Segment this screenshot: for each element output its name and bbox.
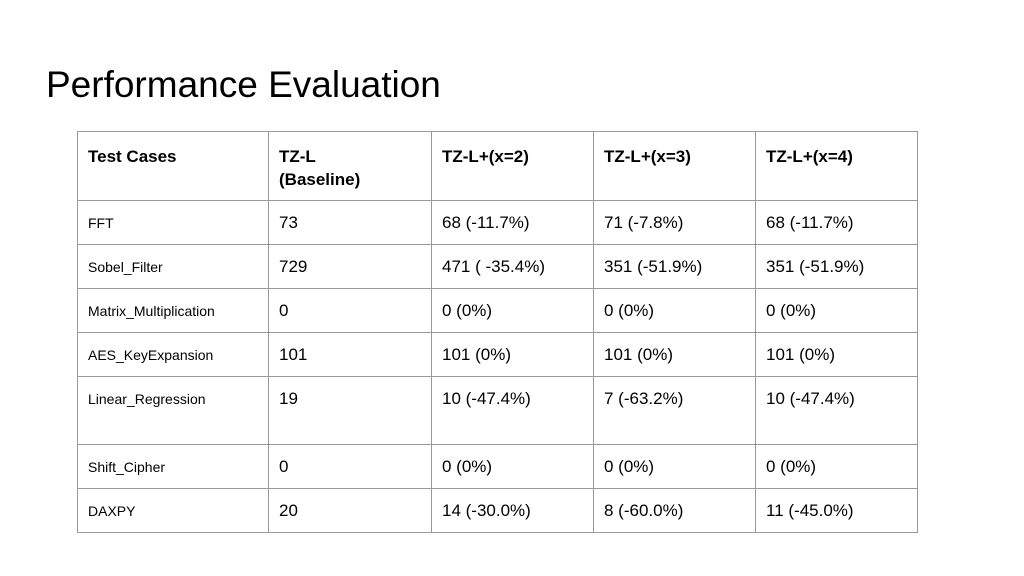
- cell-test-case: FFT: [77, 200, 269, 245]
- cell-x4: 0 (0%): [755, 444, 918, 489]
- cell-x2: 10 (-47.4%): [431, 376, 594, 445]
- header-test-cases: Test Cases: [77, 131, 269, 201]
- cell-test-case: Matrix_Multiplication: [77, 288, 269, 333]
- cell-x3: 8 (-60.0%): [593, 488, 756, 533]
- cell-x4: 351 (-51.9%): [755, 244, 918, 289]
- table-row: Matrix_Multiplication 0 0 (0%) 0 (0%) 0 …: [77, 288, 918, 333]
- table-row: Shift_Cipher 0 0 (0%) 0 (0%) 0 (0%): [77, 444, 918, 489]
- cell-x3: 7 (-63.2%): [593, 376, 756, 445]
- cell-x2: 14 (-30.0%): [431, 488, 594, 533]
- header-tz-l-plus-x4: TZ-L+(x=4): [755, 131, 918, 201]
- cell-baseline: 20: [268, 488, 432, 533]
- cell-test-case: Sobel_Filter: [77, 244, 269, 289]
- cell-x4: 11 (-45.0%): [755, 488, 918, 533]
- cell-x2: 471 ( -35.4%): [431, 244, 594, 289]
- slide-title: Performance Evaluation: [46, 64, 441, 105]
- cell-x2: 0 (0%): [431, 444, 594, 489]
- cell-x3: 71 (-7.8%): [593, 200, 756, 245]
- table-row: Linear_Regression 19 10 (-47.4%) 7 (-63.…: [77, 376, 918, 445]
- cell-x3: 0 (0%): [593, 288, 756, 333]
- cell-baseline: 101: [268, 332, 432, 377]
- cell-baseline: 729: [268, 244, 432, 289]
- cell-x3: 0 (0%): [593, 444, 756, 489]
- cell-test-case: AES_KeyExpansion: [77, 332, 269, 377]
- results-table: Test Cases TZ-L (Baseline) TZ-L+(x=2) TZ…: [77, 131, 918, 533]
- header-tz-l-baseline: TZ-L (Baseline): [268, 131, 432, 201]
- cell-x4: 101 (0%): [755, 332, 918, 377]
- table-row: FFT 73 68 (-11.7%) 71 (-7.8%) 68 (-11.7%…: [77, 200, 918, 245]
- cell-x4: 68 (-11.7%): [755, 200, 918, 245]
- table-row: Sobel_Filter 729 471 ( -35.4%) 351 (-51.…: [77, 244, 918, 289]
- cell-baseline: 0: [268, 288, 432, 333]
- cell-baseline: 19: [268, 376, 432, 445]
- cell-x2: 68 (-11.7%): [431, 200, 594, 245]
- cell-x2: 101 (0%): [431, 332, 594, 377]
- cell-test-case: Linear_Regression: [77, 376, 269, 445]
- header-tz-l-plus-x2: TZ-L+(x=2): [431, 131, 594, 201]
- cell-x4: 10 (-47.4%): [755, 376, 918, 445]
- cell-test-case: Shift_Cipher: [77, 444, 269, 489]
- cell-baseline: 0: [268, 444, 432, 489]
- header-tz-l-plus-x3: TZ-L+(x=3): [593, 131, 756, 201]
- cell-test-case: DAXPY: [77, 488, 269, 533]
- cell-baseline: 73: [268, 200, 432, 245]
- cell-x3: 351 (-51.9%): [593, 244, 756, 289]
- table-row: DAXPY 20 14 (-30.0%) 8 (-60.0%) 11 (-45.…: [77, 488, 918, 533]
- cell-x4: 0 (0%): [755, 288, 918, 333]
- table-row: AES_KeyExpansion 101 101 (0%) 101 (0%) 1…: [77, 332, 918, 377]
- cell-x2: 0 (0%): [431, 288, 594, 333]
- cell-x3: 101 (0%): [593, 332, 756, 377]
- table-header-row: Test Cases TZ-L (Baseline) TZ-L+(x=2) TZ…: [77, 131, 918, 201]
